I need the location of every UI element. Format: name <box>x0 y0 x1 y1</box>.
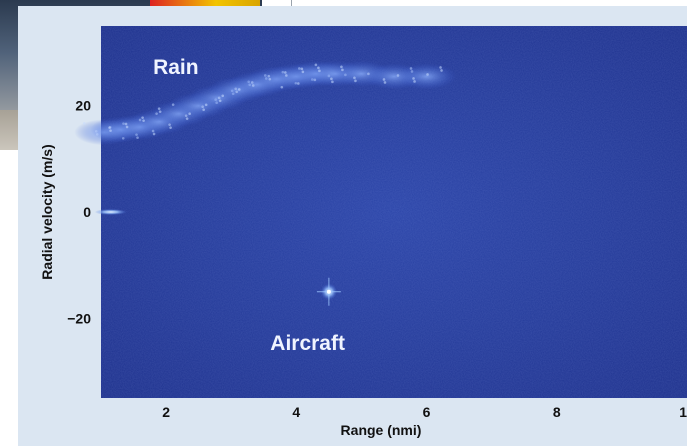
rain-echo-speckle <box>142 119 145 122</box>
y-tick-label: −20 <box>67 310 91 326</box>
rain-echo-speckle <box>185 117 189 120</box>
annotation-rain: Rain <box>153 56 199 79</box>
rain-echo-speckle <box>413 80 416 83</box>
rain-echo-speckle <box>141 116 144 119</box>
x-tick-label: 6 <box>423 404 431 420</box>
y-tick-labels: 20 0 −20 <box>67 98 91 327</box>
rain-echo-speckle <box>301 70 305 74</box>
x-tick-labels: 2 4 6 8 10 <box>162 404 687 420</box>
rain-echo-speckle <box>331 80 334 84</box>
rain-echo-speckle <box>124 122 128 126</box>
rain-echo-speckle <box>157 107 161 110</box>
y-tick-label: 0 <box>83 204 91 220</box>
rain-echo-speckle <box>169 126 172 129</box>
rain-echo <box>74 60 457 146</box>
rain-echo-speckle <box>318 69 321 73</box>
x-tick-label: 10 <box>679 404 687 420</box>
chart-panel: 246810 200−20 Rain Aircraft Range (nmi) … <box>18 6 687 446</box>
photo-stripe <box>150 0 260 8</box>
rain-echo-speckle <box>383 81 387 84</box>
rain-echo-point <box>396 63 457 90</box>
aircraft-point <box>326 289 331 294</box>
rain-echo-speckle <box>188 112 191 116</box>
rain-echo-speckle <box>426 73 429 76</box>
rain-echo-speckle <box>237 88 241 91</box>
x-tick-label: 4 <box>292 404 300 420</box>
rain-echo-speckle <box>82 121 86 125</box>
range-velocity-chart: 246810 200−20 Rain Aircraft Range (nmi) … <box>39 26 687 438</box>
rain-echo-speckle <box>330 77 333 81</box>
annotation-aircraft: Aircraft <box>270 332 345 355</box>
rain-echo-speckle <box>354 79 357 83</box>
rain-echo-speckle <box>158 110 162 113</box>
rain-echo-speckle <box>341 68 344 72</box>
rain-echo-speckle <box>353 76 356 80</box>
rain-echo-speckle <box>300 67 304 71</box>
zero-velocity-clutter <box>94 209 127 215</box>
rain-echo-speckle <box>125 125 129 129</box>
rain-echo-speckle <box>221 94 225 98</box>
x-tick-label: 2 <box>162 404 170 420</box>
rain-echo-speckle <box>439 66 442 69</box>
rain-echo-speckle <box>412 77 415 80</box>
rain-echo-speckle <box>382 78 386 81</box>
clutter-point <box>94 209 127 215</box>
rain-echo-speckle <box>204 103 208 107</box>
rain-echo-speckle <box>440 69 443 72</box>
rain-echo-speckle <box>340 65 343 69</box>
y-tick-label: 20 <box>75 98 91 114</box>
y-axis-title: Radial velocity (m/s) <box>39 144 55 279</box>
aircraft-echo <box>316 277 341 306</box>
rain-echo-speckle <box>317 66 320 70</box>
x-axis-title: Range (nmi) <box>341 422 422 438</box>
x-tick-label: 8 <box>553 404 561 420</box>
